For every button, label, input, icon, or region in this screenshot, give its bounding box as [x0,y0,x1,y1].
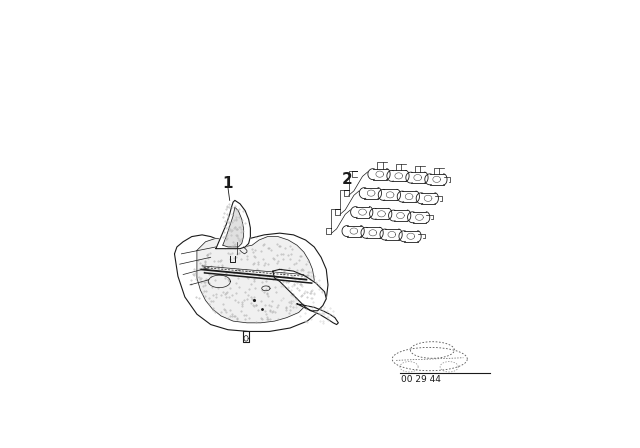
Text: 2: 2 [342,172,353,187]
Polygon shape [297,304,339,324]
Polygon shape [216,200,250,249]
Text: 00 29 44: 00 29 44 [401,375,441,384]
Polygon shape [197,237,314,323]
Polygon shape [175,233,328,332]
Polygon shape [223,207,243,247]
Polygon shape [273,269,326,311]
Text: 1: 1 [223,176,233,190]
